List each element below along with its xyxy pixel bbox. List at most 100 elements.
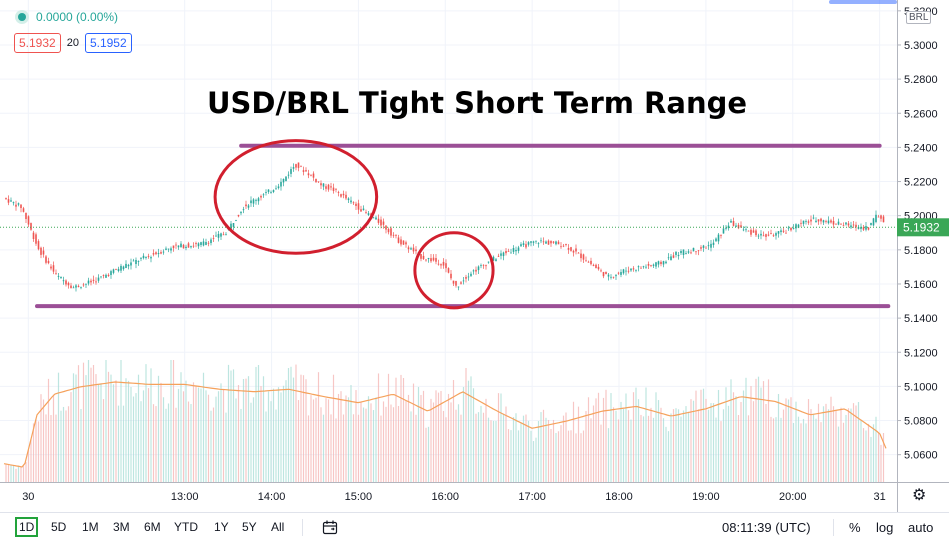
candle-body [350,200,352,203]
candle-body [157,253,160,255]
volume-bar [760,387,762,482]
volume-bar [160,382,162,482]
volume-bar [567,430,570,482]
volume-bar [367,396,370,482]
candle-body [342,193,345,196]
time-tick-label: 16:00 [432,491,460,503]
clock-time[interactable]: 08:11:39 (UTC) [722,520,811,535]
range-button-5y[interactable]: 5Y [242,520,257,534]
volume-bar [117,405,120,482]
log-toggle[interactable]: log [876,520,894,535]
sell-button[interactable]: 5.1932 [14,33,61,53]
candle-body [532,241,535,243]
volume-bar [347,397,350,482]
candle-body [555,241,557,245]
time-tick-label: 15:00 [345,491,373,503]
candle-body [390,228,392,236]
candle-body [685,253,687,254]
candle-body [705,247,707,249]
volume-bar [480,405,482,482]
candle-body [202,241,205,246]
range-button-5d[interactable]: 5D [51,520,67,534]
candle-body [420,254,422,259]
candle-body [347,198,350,201]
candle-body [865,226,867,230]
candle-body [700,247,702,249]
volume-bar [765,403,767,482]
volume-bar [712,403,715,482]
range-button-1y[interactable]: 1Y [214,520,229,534]
settings-gear-icon[interactable]: ⚙ [912,487,927,504]
candle-body [482,264,485,266]
candle-body [10,200,12,202]
volume-bar [35,419,37,482]
candle-body [850,225,852,228]
volume-bar [230,370,232,482]
volume-bar [677,409,680,482]
candle-body [742,229,745,231]
price-tick-label: 5.0600 [904,450,938,462]
candle-body [457,286,460,288]
volume-bar [570,430,572,482]
candle-body [790,227,792,231]
date-range-icon[interactable] [322,520,339,535]
volume-bar [150,368,152,482]
volume-bar [697,409,700,482]
candle-body [667,257,670,259]
volume-bar [355,390,357,482]
candle-body [30,223,32,230]
time-axis[interactable]: 30 13:00 14:00 15:00 16:00 17:00 18:00 19:00 20:… [0,482,949,504]
candle-body [782,230,785,232]
candle-body [255,199,257,201]
candle-body [85,283,87,285]
bottom-toolbar: 1D 5D 1M 3M 6M YTD 1Y 5Y All 08:11:39 (U… [0,512,949,542]
range-button-1m[interactable]: 1M [82,520,99,534]
volume-bar [100,383,102,482]
candle-body [802,220,805,224]
range-button-all[interactable]: All [271,520,285,534]
chart-title: USD/BRL Tight Short Term Range [207,86,747,120]
candle-body [112,269,115,273]
volume-bar [467,380,470,482]
candle-body [110,271,112,276]
candle-body [805,220,807,222]
volume-bar [102,399,105,482]
range-button-3m[interactable]: 3M [113,520,130,534]
volume-bar [607,428,610,482]
volume-bar [537,421,540,482]
toolbar-divider [833,519,834,536]
volume-bar [42,399,45,482]
volume-bar [650,407,652,482]
volume-bar [470,376,472,482]
candle-body [525,244,527,248]
buy-button[interactable]: 5.1952 [84,33,132,53]
volume-bar [595,398,597,482]
candle-body [145,256,147,258]
candle-body [175,244,177,246]
range-button-6m[interactable]: 6M [144,520,161,534]
volume-bar [137,374,140,482]
price-axis[interactable]: 5.32005.30005.28005.26005.24005.22005.20… [897,0,949,512]
range-button-1d[interactable]: 1D [15,517,39,537]
volume-bar [465,367,467,482]
volume-bar [370,403,372,482]
volume-bar [587,397,590,482]
status-dot-icon [18,13,26,21]
candle-body [720,235,722,236]
volume-bar [225,412,227,482]
candle-body [412,247,415,252]
percent-toggle[interactable]: % [849,520,861,535]
volume-bar [172,360,175,482]
candle-body [500,253,502,256]
volume-bar [185,380,187,482]
candle-body [115,269,117,270]
candle-body [727,225,730,229]
volume-bar [70,392,72,482]
range-button-ytd[interactable]: YTD [174,520,198,534]
price-tick-label: 5.1400 [904,313,938,325]
volume-bar [605,389,607,482]
auto-toggle[interactable]: auto [908,520,934,535]
volume-bar [680,416,682,482]
volume-bar [30,439,32,482]
volume-bar [547,419,550,482]
